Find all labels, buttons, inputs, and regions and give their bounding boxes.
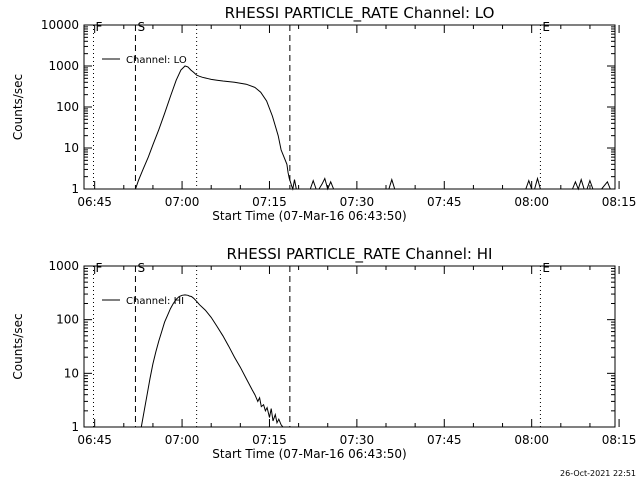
event-marker-label: F [95,261,102,275]
y-tick-label: 100 [56,100,79,114]
series-line-1 [140,294,284,428]
x-tick-label: 07:45 [427,433,462,447]
chart-title: RHESSI PARTICLE_RATE Channel: HI [227,245,493,264]
x-tick-label: 07:15 [252,195,287,209]
lo-channel-panel: RHESSI PARTICLE_RATE Channel: LO 1 10 100 10… [11,4,636,223]
x-tick-label: 06:45 [77,433,112,447]
event-marker-label: E [542,20,550,34]
x-tick-label: 08:15 [602,195,637,209]
x-tick-label: 07:15 [252,433,287,447]
x-tick-label: 08:15 [602,433,637,447]
event-marker-label: S [137,20,145,34]
plot-frame [83,265,616,428]
x-tick-label: 07:00 [165,195,200,209]
x-tick-label: 06:45 [77,195,112,209]
y-tick-label: 1000 [48,259,79,273]
y-tick-label: 10000 [41,18,79,32]
legend-label: Channel: LO [126,55,187,66]
event-marker-label: E [542,261,550,275]
y-tick-label: 1 [71,420,79,434]
footer-timestamp: 26-Oct-2021 22:51 [560,469,636,478]
y-tick-label: 100 [56,313,79,327]
series-line-0 [135,65,615,191]
x-axis-label: Start Time (07-Mar-16 06:43:50) [212,447,406,461]
x-axis-label: Start Time (07-Mar-16 06:43:50) [212,209,406,223]
x-tick-label: 07:30 [340,195,375,209]
y-tick-label: 10 [64,141,79,155]
y-tick-label: 10 [64,366,79,380]
y-axis-label: Counts/sec [11,74,25,140]
x-tick-label: 08:00 [514,195,549,209]
event-marker-label: F [95,20,102,34]
plot-frame [83,24,616,190]
x-tick-label: 07:00 [165,433,200,447]
x-tick-label: 07:30 [340,433,375,447]
event-marker-label: S [137,261,145,275]
x-tick-label: 08:00 [514,433,549,447]
y-tick-label: 1000 [48,59,79,73]
y-axis-label: Counts/sec [11,313,25,379]
y-tick-label: 1 [71,182,79,196]
chart-title: RHESSI PARTICLE_RATE Channel: LO [225,4,495,23]
hi-channel-panel: RHESSI PARTICLE_RATE Channel: HI 1 10 100 10… [11,245,636,461]
legend-label: Channel: HI [126,296,184,307]
x-tick-label: 07:45 [427,195,462,209]
